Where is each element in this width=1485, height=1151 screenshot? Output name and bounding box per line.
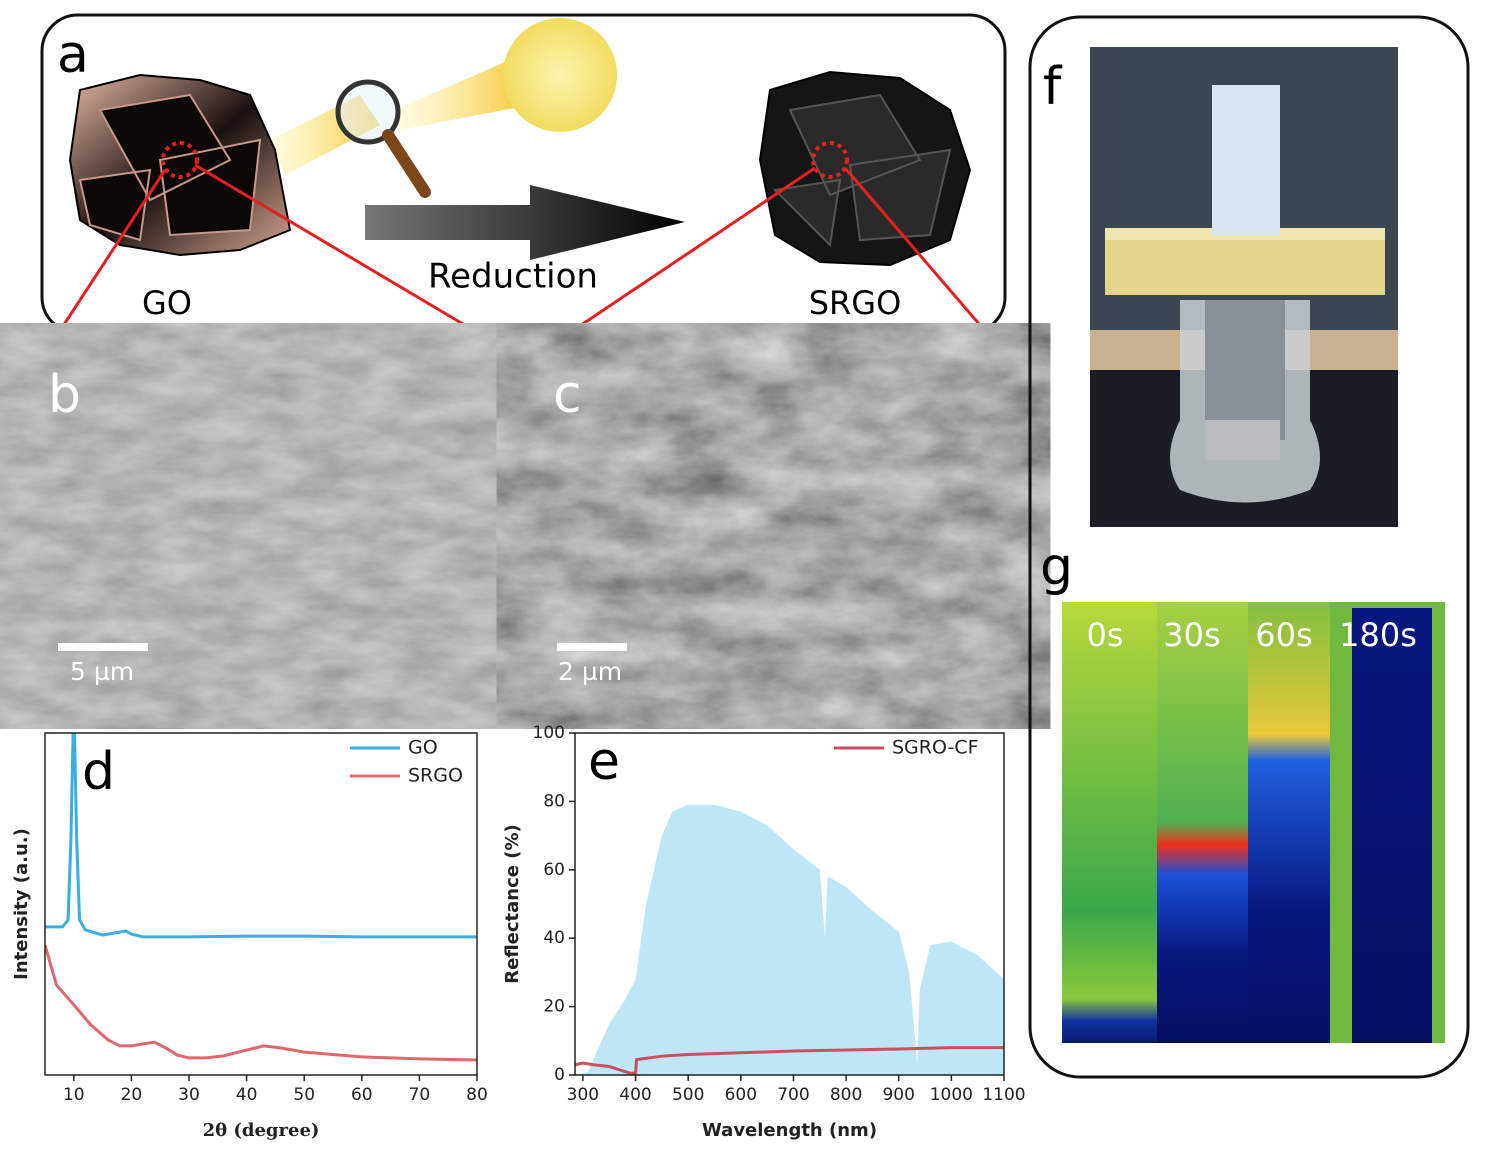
- x-tick-label: 600: [725, 1085, 757, 1105]
- x-tick-label: 80: [466, 1085, 488, 1105]
- panel-label: f: [1043, 57, 1063, 117]
- x-tick-label: 10: [63, 1085, 85, 1105]
- sun: [503, 18, 617, 132]
- y-tick-label: 100: [533, 723, 565, 743]
- y-tick-label: 20: [543, 997, 565, 1017]
- magnifier-handle: [382, 129, 431, 198]
- line: [575, 1046, 1004, 1075]
- panel-frame: [40, 13, 1007, 335]
- y-tick-label: 80: [543, 791, 565, 811]
- scale-bar: [58, 643, 148, 651]
- x-tick-label: 1000: [930, 1085, 973, 1105]
- x-tick-label: 60: [351, 1085, 373, 1105]
- x-axis-label: Wavelength (nm): [702, 1120, 877, 1141]
- x-tick-label: 30: [178, 1085, 200, 1105]
- x-tick-label: 400: [619, 1085, 651, 1105]
- y-tick-label: 60: [543, 860, 565, 880]
- time-label: 60s: [1255, 616, 1312, 654]
- x-tick-label: 700: [777, 1085, 809, 1105]
- go-sheets: [68, 73, 292, 257]
- axes-frame: [574, 732, 1005, 1076]
- x-tick-label: 70: [409, 1085, 431, 1105]
- legend-label: GO: [408, 737, 438, 759]
- x-tick-label: 900: [882, 1085, 914, 1105]
- panel-label: c: [553, 365, 582, 425]
- x-tick-label: 800: [830, 1085, 862, 1105]
- time-label: 30s: [1163, 616, 1220, 654]
- panel-label: d: [82, 742, 115, 802]
- zoom-circle: [161, 141, 199, 179]
- thermal-image: [1062, 602, 1445, 1043]
- photo: [1090, 47, 1398, 527]
- panel-label: g: [1040, 537, 1073, 597]
- x-tick-label: 40: [236, 1085, 258, 1105]
- time-label: 180s: [1339, 616, 1417, 654]
- zoom-circle: [811, 141, 849, 179]
- plot: [575, 804, 1004, 1075]
- zoom-arrowheads: [45, 333, 1004, 352]
- schematic-label: SRGO: [809, 284, 902, 322]
- scale-text: 5 µm: [70, 657, 134, 686]
- scale-text: 2 µm: [558, 657, 622, 686]
- x-tick-label: 1100: [982, 1085, 1025, 1105]
- panel-label: b: [48, 365, 81, 425]
- magnifier: [335, 79, 401, 145]
- x-tick-label: 500: [672, 1085, 704, 1105]
- schematic-label: GO: [142, 284, 192, 322]
- plot: [45, 733, 477, 1062]
- line: [45, 944, 477, 1062]
- reduction-arrow: [365, 185, 685, 260]
- scale-bar: [557, 643, 627, 651]
- x-tick-label: 50: [293, 1085, 315, 1105]
- zoom-lines: [48, 163, 1000, 348]
- x-tick-label: 300: [567, 1085, 599, 1105]
- schematic-label: Reduction: [428, 257, 598, 297]
- panel-label: a: [57, 25, 89, 85]
- x-tick-label: 20: [121, 1085, 143, 1105]
- sem-image: [543, 357, 1004, 695]
- time-label: 0s: [1086, 616, 1123, 654]
- axes-frame: [44, 732, 478, 1076]
- y-axis-label: Intensity (a.u.): [11, 828, 32, 980]
- y-axis-label: Reflectance (%): [502, 824, 523, 984]
- legend-label: SRGO: [408, 765, 463, 787]
- srgo-sheets: [758, 70, 972, 267]
- line: [45, 733, 477, 939]
- x-axis-label: 2θ (degree): [203, 1120, 320, 1141]
- panel-label: e: [588, 732, 620, 792]
- y-tick-label: 40: [543, 928, 565, 948]
- legend-label: SGRO-CF: [892, 737, 979, 759]
- area: [575, 804, 1004, 1075]
- panel-frame: [1028, 15, 1470, 1079]
- y-tick-label: 0: [554, 1065, 565, 1085]
- light-beam: [395, 60, 530, 130]
- sem-image: [43, 357, 505, 695]
